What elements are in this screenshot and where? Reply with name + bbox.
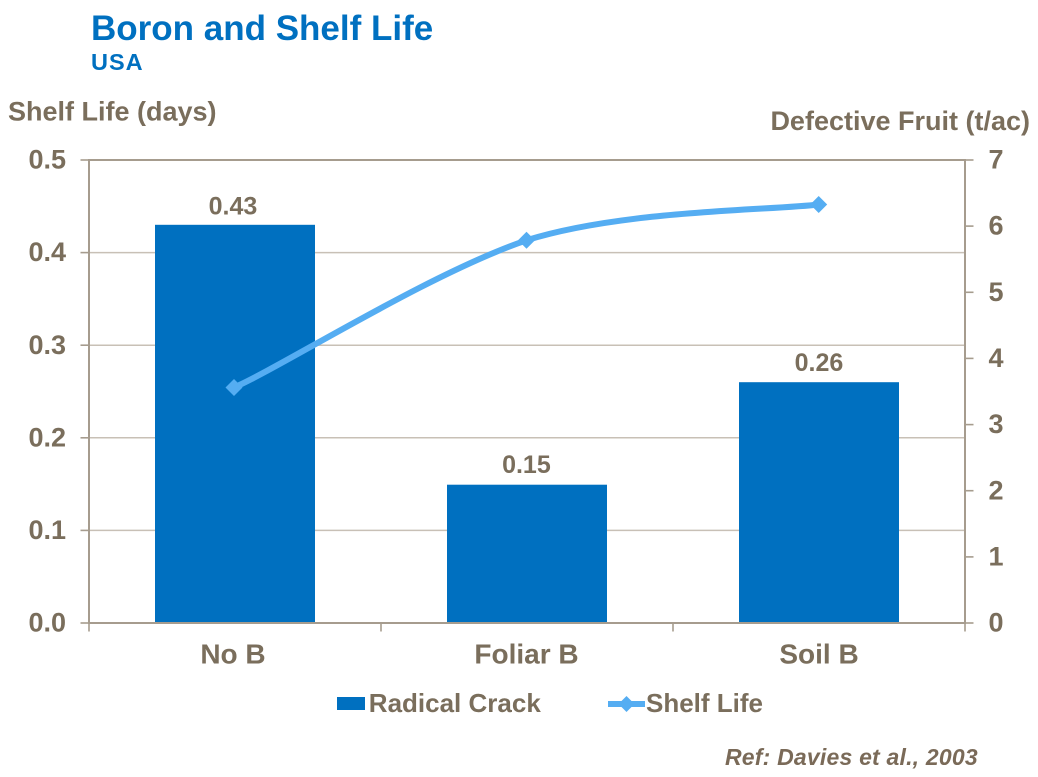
svg-text:Defective Fruit (t/ac): Defective Fruit (t/ac)	[770, 106, 1030, 136]
svg-text:0: 0	[989, 608, 1004, 638]
svg-text:4: 4	[989, 343, 1004, 373]
svg-text:No B: No B	[200, 639, 265, 670]
svg-text:Shelf Life: Shelf Life	[646, 688, 763, 718]
svg-text:0.3: 0.3	[28, 330, 66, 360]
svg-text:5: 5	[989, 277, 1004, 307]
svg-text:0.1: 0.1	[28, 515, 66, 545]
svg-text:Shelf Life (days): Shelf Life (days)	[8, 97, 217, 127]
svg-text:Soil B: Soil B	[779, 639, 858, 670]
svg-text:Foliar B: Foliar B	[474, 639, 578, 670]
svg-text:Radical Crack: Radical Crack	[369, 688, 542, 718]
svg-text:0.5: 0.5	[28, 145, 66, 175]
svg-text:0.26: 0.26	[795, 349, 844, 377]
svg-text:1: 1	[989, 542, 1004, 572]
svg-text:0.43: 0.43	[209, 192, 258, 220]
svg-text:0.2: 0.2	[28, 422, 66, 452]
svg-text:Boron and Shelf Life: Boron and Shelf Life	[91, 9, 433, 48]
svg-text:0.15: 0.15	[502, 451, 551, 479]
svg-text:2: 2	[989, 475, 1004, 505]
svg-text:Ref: Davies et al., 2003: Ref: Davies et al., 2003	[725, 744, 978, 770]
svg-text:USA: USA	[91, 49, 144, 75]
svg-text:3: 3	[989, 409, 1004, 439]
svg-text:0.0: 0.0	[28, 608, 66, 638]
svg-text:7: 7	[989, 145, 1004, 175]
svg-text:6: 6	[989, 211, 1004, 241]
svg-text:0.4: 0.4	[28, 237, 66, 267]
